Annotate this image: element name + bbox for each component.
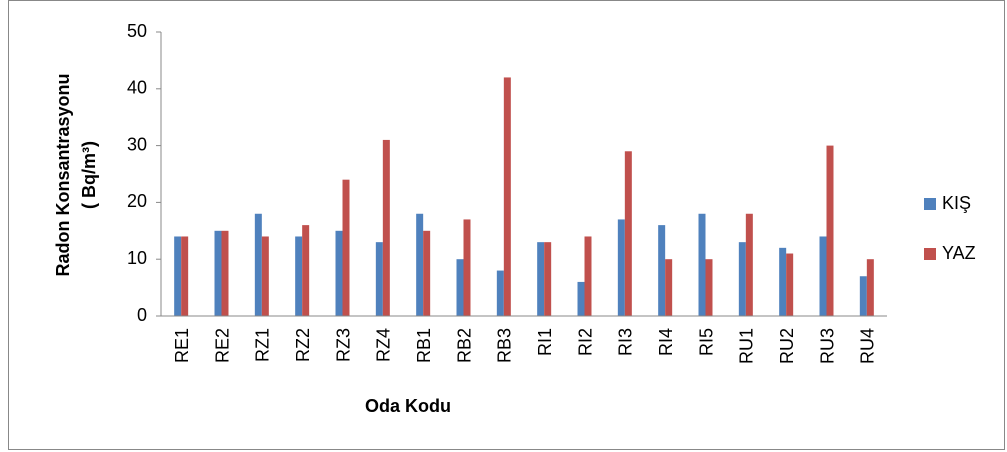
bar xyxy=(423,230,431,316)
x-tick-label-group: RU2 xyxy=(777,328,797,364)
x-tick-label: RZ1 xyxy=(253,328,273,362)
x-tick-label-group: RI5 xyxy=(696,328,716,356)
x-tick-label-group: RB2 xyxy=(454,328,474,363)
bar xyxy=(463,219,471,316)
bar xyxy=(544,242,552,316)
bar xyxy=(456,259,464,316)
bar xyxy=(295,236,303,316)
bar xyxy=(786,253,794,316)
bar xyxy=(577,281,585,316)
x-tick-label: RI2 xyxy=(575,328,595,356)
y-tick-label: 0 xyxy=(137,305,147,325)
bar xyxy=(382,139,390,316)
x-tick-label-group: RU3 xyxy=(817,328,837,364)
y-tick-label: 30 xyxy=(127,134,147,154)
bar xyxy=(254,213,262,316)
bar xyxy=(416,213,424,316)
x-tick-label-group: RB3 xyxy=(495,328,515,363)
x-tick-label: RE2 xyxy=(212,328,232,363)
bar xyxy=(624,151,632,316)
x-tick-label: RU4 xyxy=(858,328,878,364)
bar xyxy=(261,236,269,316)
x-tick-label: RZ3 xyxy=(333,328,353,362)
x-tick-label: RI5 xyxy=(696,328,716,356)
y-tick-label: 20 xyxy=(127,191,147,211)
bar xyxy=(866,259,874,316)
x-tick-label: RB3 xyxy=(495,328,515,363)
x-tick-label-group: RI1 xyxy=(535,328,555,356)
x-tick-label-group: RE2 xyxy=(212,328,232,363)
bar xyxy=(658,225,666,316)
y-tick-label: 40 xyxy=(127,78,147,98)
bar xyxy=(819,236,827,316)
x-tick-label-group: RU4 xyxy=(858,328,878,364)
x-tick-label: RU2 xyxy=(777,328,797,364)
bar xyxy=(779,247,787,316)
bar xyxy=(174,236,182,316)
bar xyxy=(537,242,545,316)
y-axis-label: Radon Konsantrasyonu ( Bq/m³) xyxy=(53,73,99,276)
bar xyxy=(859,276,867,316)
x-tick-label: RI1 xyxy=(535,328,555,356)
x-tick-label: RI3 xyxy=(616,328,636,356)
bar xyxy=(302,225,310,316)
y-axis-label-line: Radon Konsantrasyonu xyxy=(53,73,73,276)
y-tick-label: 50 xyxy=(127,21,147,41)
y-axis-label-line: ( Bq/m³) xyxy=(79,141,99,209)
bar xyxy=(745,213,753,316)
x-tick-label-group: RZ3 xyxy=(333,328,353,362)
bar xyxy=(705,259,713,316)
x-tick-label-group: RB1 xyxy=(414,328,434,363)
legend-label: KIŞ xyxy=(942,193,971,213)
y-tick-label: 10 xyxy=(127,248,147,268)
x-tick-label: RE1 xyxy=(172,328,192,363)
x-axis-label: Oda Kodu xyxy=(365,396,451,416)
x-tick-label-group: RE1 xyxy=(172,328,192,363)
bar xyxy=(342,179,350,316)
x-tick-label: RU3 xyxy=(817,328,837,364)
x-tick-label: RZ4 xyxy=(374,328,394,362)
x-tick-label-group: RI3 xyxy=(616,328,636,356)
bar xyxy=(335,230,343,316)
x-tick-label-group: RZ1 xyxy=(253,328,273,362)
x-tick-label-group: RI2 xyxy=(575,328,595,356)
bar xyxy=(496,270,504,316)
legend-label: YAZ xyxy=(942,243,976,263)
bar xyxy=(584,236,592,316)
bar xyxy=(738,242,746,316)
bar xyxy=(221,230,229,316)
x-tick-label-group: RZ2 xyxy=(293,328,313,362)
bar xyxy=(665,259,673,316)
x-tick-label: RB2 xyxy=(454,328,474,363)
bar xyxy=(181,236,189,316)
legend-swatch xyxy=(924,248,936,260)
x-tick-label: RB1 xyxy=(414,328,434,363)
bar xyxy=(617,219,625,316)
bar xyxy=(826,145,834,316)
x-tick-label: RZ2 xyxy=(293,328,313,362)
x-tick-label-group: RI4 xyxy=(656,328,676,356)
bar xyxy=(698,213,706,316)
legend-swatch xyxy=(924,198,936,210)
bar xyxy=(503,77,511,316)
bar xyxy=(375,242,383,316)
x-tick-label-group: RZ4 xyxy=(374,328,394,362)
bar xyxy=(214,230,222,316)
x-tick-label-group: RU1 xyxy=(737,328,757,364)
x-tick-label: RI4 xyxy=(656,328,676,356)
x-tick-label: RU1 xyxy=(737,328,757,364)
